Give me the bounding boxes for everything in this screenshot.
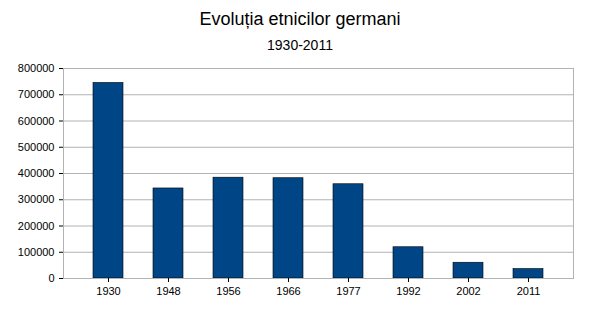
svg-text:200000: 200000 <box>18 220 55 232</box>
html-text:Evoluția etnicilor germani: Evoluția etnicilor germani <box>199 9 401 29</box>
svg-text:500000: 500000 <box>18 141 55 153</box>
svg-text:800000: 800000 <box>18 62 55 74</box>
svg-text:2011: 2011 <box>517 285 541 297</box>
svg-text:2002: 2002 <box>456 285 480 297</box>
svg-text:1930: 1930 <box>96 285 120 297</box>
svg-text:600000: 600000 <box>18 115 55 127</box>
html-text:1930-2011: 1930-2011 <box>267 37 333 53</box>
svg-text:1956: 1956 <box>216 285 240 297</box>
svg-text:1948: 1948 <box>156 285 180 297</box>
svg-text:1966: 1966 <box>276 285 300 297</box>
svg-text:700000: 700000 <box>18 88 55 100</box>
svg-text:0: 0 <box>48 272 54 284</box>
svg-text:1977: 1977 <box>336 285 360 297</box>
svg-text:100000: 100000 <box>18 246 55 258</box>
svg-text:400000: 400000 <box>18 167 55 179</box>
svg-text:1992: 1992 <box>396 285 420 297</box>
svg-text:300000: 300000 <box>18 193 55 205</box>
